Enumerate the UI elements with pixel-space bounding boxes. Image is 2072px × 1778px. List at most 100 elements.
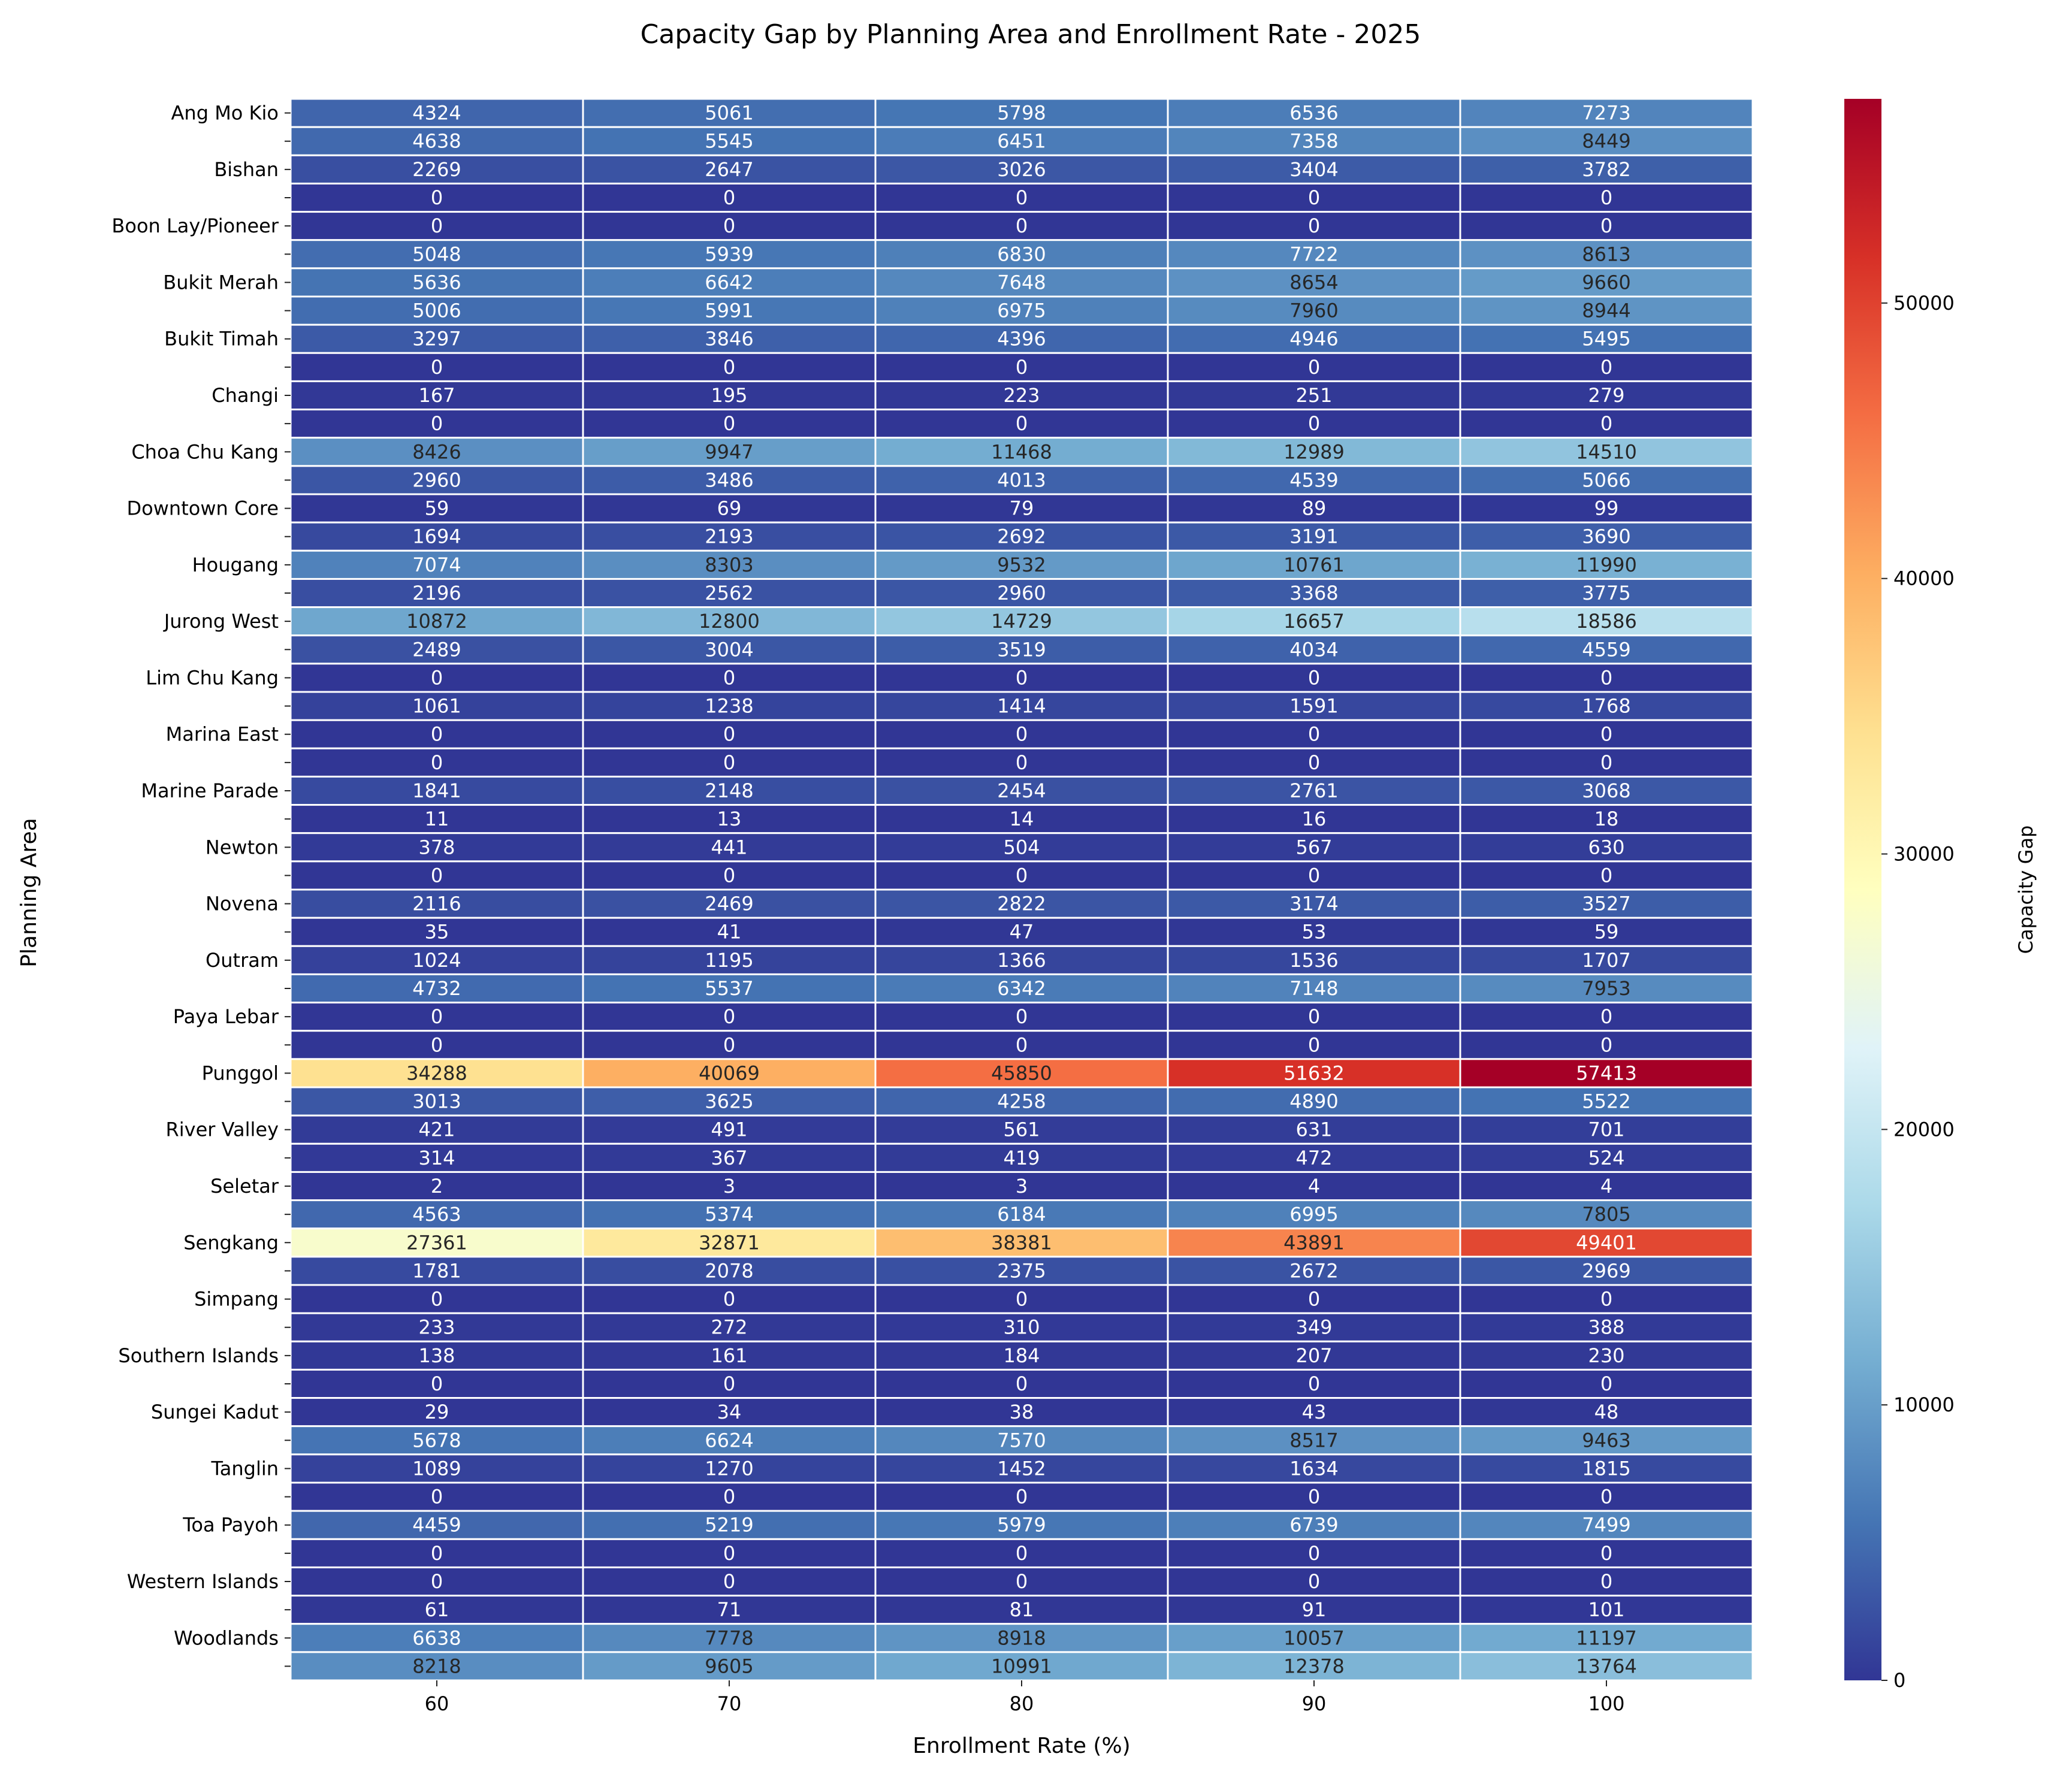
cell-value-label: 53 [1302, 921, 1327, 944]
y-tick-label: Tanglin [210, 1457, 279, 1480]
heatmap-cell [874, 691, 1169, 721]
heatmap-cell [1459, 352, 1754, 382]
heatmap-cell [1459, 634, 1754, 665]
heatmap-cell [1167, 577, 1461, 609]
heatmap-cell [582, 577, 877, 609]
heatmap-cell [289, 521, 584, 552]
cell-value-label: 1089 [412, 1457, 461, 1480]
cell-value-label: 7953 [1582, 977, 1630, 1000]
cell-value-label: 6536 [1289, 102, 1338, 125]
cell-value-label: 1781 [412, 1259, 461, 1282]
colorbar [1844, 99, 1881, 1680]
heatmap-cell [289, 465, 584, 495]
cell-value-label: 5939 [705, 243, 753, 265]
heatmap-cell [582, 211, 877, 241]
cell-value-label: 1452 [997, 1457, 1046, 1480]
cell-value-label: 0 [431, 1372, 443, 1395]
cell-value-label: 0 [1016, 186, 1028, 209]
cell-value-label: 0 [431, 186, 443, 209]
cell-value-label: 2562 [705, 582, 753, 604]
heatmap-cell [874, 663, 1169, 693]
cell-value-label: 41 [717, 921, 742, 944]
cell-value-label: 472 [1295, 1147, 1332, 1169]
cell-value-label: 0 [1016, 1033, 1028, 1056]
heatmap-cell [1459, 973, 1754, 1004]
cell-value-label: 7722 [1289, 243, 1338, 265]
cell-value-label: 10761 [1283, 554, 1345, 576]
heatmap-cell [874, 1086, 1169, 1117]
heatmap-cell [1167, 465, 1461, 495]
cell-value-label: 3068 [1582, 779, 1630, 802]
cell-value-label: 10872 [406, 610, 467, 633]
y-tick-label: Marine Parade [141, 779, 279, 802]
y-tick-label: Paya Lebar [173, 1005, 279, 1028]
heatmap-cell [582, 1114, 877, 1145]
heatmap-cell [1167, 1142, 1461, 1173]
cell-value-label: 0 [1600, 1486, 1612, 1508]
heatmap-cell [582, 1199, 877, 1230]
heatmap-cell [1459, 577, 1754, 609]
heatmap-cell [582, 1368, 877, 1399]
heatmap-cell [289, 747, 584, 778]
cell-value-label: 3519 [997, 638, 1046, 661]
cell-value-label: 2969 [1582, 1259, 1630, 1282]
heatmap-cell [1459, 1538, 1754, 1568]
heatmap-cell [874, 634, 1169, 665]
cell-value-label: 5006 [412, 300, 461, 322]
heatmap-cell [289, 1368, 584, 1399]
cell-value-label: 4638 [412, 130, 461, 153]
cell-value-label: 388 [1588, 1316, 1624, 1339]
heatmap-cell [1459, 1481, 1754, 1512]
cell-value-label: 1707 [1582, 949, 1630, 972]
heatmap-cell [289, 1538, 584, 1568]
cell-value-label: 12378 [1283, 1655, 1345, 1677]
cell-value-label: 14729 [991, 610, 1052, 633]
cell-value-label: 2148 [705, 779, 753, 802]
cell-value-label: 1061 [412, 695, 461, 718]
cell-value-label: 441 [711, 836, 747, 858]
cell-value-label: 8218 [412, 1655, 461, 1677]
y-axis: Ang Mo Kio Bishan Boon Lay/Pioneer Bukit Me… [111, 102, 291, 1667]
cell-value-label: 5061 [705, 102, 753, 125]
cell-value-label: 0 [1016, 864, 1028, 887]
cell-value-label: 3782 [1582, 158, 1630, 181]
cell-value-label: 0 [723, 1542, 735, 1565]
heatmap-cell [874, 1651, 1169, 1682]
cell-value-label: 0 [723, 1033, 735, 1056]
cell-value-label: 48 [1594, 1401, 1619, 1423]
cell-value-label: 167 [418, 384, 455, 407]
y-tick-label: Bukit Timah [164, 328, 279, 350]
cell-value-label: 0 [431, 1033, 443, 1056]
cell-value-label: 0 [1308, 1542, 1320, 1565]
cell-value-label: 5066 [1582, 468, 1630, 491]
heatmap-cell [1459, 1651, 1754, 1682]
cell-value-label: 5219 [705, 1514, 753, 1537]
cell-value-label: 43 [1302, 1401, 1327, 1423]
heatmap-cell [1167, 1284, 1461, 1314]
heatmap-cell [1167, 1368, 1461, 1399]
cell-value-label: 38381 [991, 1231, 1052, 1254]
cell-value-label: 2193 [705, 525, 753, 548]
heatmap-cell [582, 1510, 877, 1540]
cell-value-label: 0 [1600, 666, 1612, 689]
y-tick-label: Western Islands [127, 1570, 279, 1593]
cell-value-label: 7499 [1582, 1514, 1630, 1537]
heatmap-cell [1459, 1397, 1754, 1428]
cell-value-label: 0 [723, 214, 735, 237]
heatmap-cell [1167, 409, 1461, 439]
cell-value-label: 0 [723, 412, 735, 435]
y-tick-label: Marina East [166, 723, 279, 746]
cell-value-label: 0 [1308, 356, 1320, 379]
heatmap-cell [289, 1114, 584, 1145]
cell-value-label: 2 [431, 1175, 443, 1198]
cell-value-label: 0 [431, 1486, 443, 1508]
cell-value-label: 0 [723, 356, 735, 379]
cell-value-label: 16657 [1283, 610, 1345, 633]
cell-value-label: 0 [1016, 214, 1028, 237]
cell-value-label: 7805 [1582, 1203, 1630, 1226]
heatmap-cell [1167, 521, 1461, 552]
heatmap-cell [1459, 917, 1754, 947]
heatmap-cell [289, 1566, 584, 1597]
cell-value-label: 59 [1594, 921, 1619, 944]
cell-value-label: 3368 [1289, 582, 1338, 604]
